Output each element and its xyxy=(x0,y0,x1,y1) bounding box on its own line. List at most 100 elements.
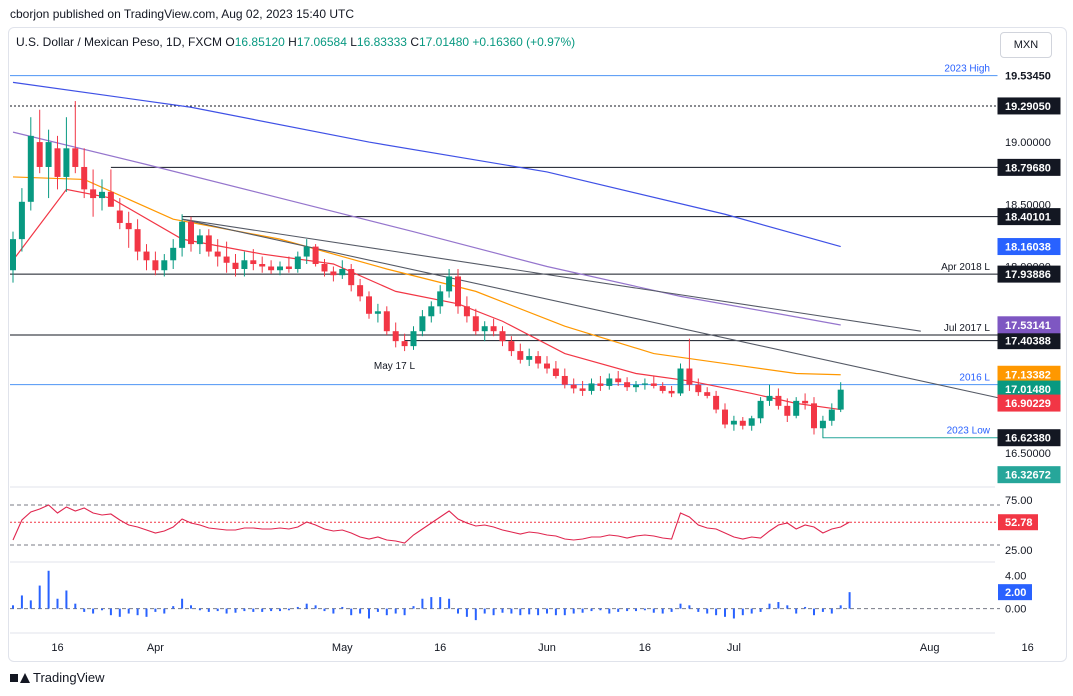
oscillator-bar xyxy=(421,598,424,609)
candle-body xyxy=(561,375,568,385)
tradingview-logo-icon xyxy=(10,672,30,684)
candle-body xyxy=(757,400,764,419)
candle-body xyxy=(455,276,461,307)
candle-body xyxy=(45,142,52,167)
oscillator-value-tag: 2.00 xyxy=(1005,587,1026,599)
oscillator-bar xyxy=(688,605,691,609)
candle-body xyxy=(161,260,168,271)
oscillator-bar xyxy=(20,595,23,609)
oscillator-bar xyxy=(563,608,566,616)
oscillator-bar xyxy=(777,602,780,609)
brand-name: TradingView xyxy=(33,670,105,685)
oscillator-bar xyxy=(243,608,246,612)
oscillator-bar xyxy=(65,590,68,609)
indicator-price-tag: 17.13382 xyxy=(1005,369,1051,381)
candle-body xyxy=(544,363,550,369)
candle-body xyxy=(606,378,613,386)
candle-body xyxy=(205,235,212,252)
indicator-price-tag: 16.32672 xyxy=(1005,470,1051,482)
candle-body xyxy=(268,266,275,271)
currency-button[interactable]: MXN xyxy=(1000,32,1052,58)
oscillator-bar xyxy=(136,608,139,616)
high-value: 17.06584 xyxy=(296,35,347,49)
candle-body xyxy=(597,383,604,386)
level-price-tag: 18.40101 xyxy=(1005,212,1051,224)
candle-body xyxy=(677,368,684,394)
candle-body xyxy=(18,201,25,240)
candle-body xyxy=(641,383,648,385)
candle-body xyxy=(695,384,702,393)
candle-body xyxy=(499,331,506,342)
level-label: Apr 2018 L xyxy=(941,262,990,273)
oscillator-bar xyxy=(47,570,50,609)
candle-body xyxy=(472,316,479,332)
oscillator-bar xyxy=(804,606,807,609)
symbol-name[interactable]: U.S. Dollar / Mexican Peso, 1D, FXCM xyxy=(16,35,223,49)
indicator-price-tag-bg xyxy=(997,238,1061,256)
rsi-line xyxy=(12,504,850,544)
candle-body xyxy=(481,326,488,332)
oscillator-bar xyxy=(768,603,771,609)
candle-body xyxy=(828,409,835,421)
oscillator-bar xyxy=(581,608,584,613)
candle-body xyxy=(659,385,666,391)
candle-body xyxy=(793,400,800,416)
candle-body xyxy=(748,418,755,426)
oscillator-bar xyxy=(385,608,388,616)
oscillator-bar xyxy=(172,606,175,609)
candle-body xyxy=(339,268,346,276)
candle-body xyxy=(837,389,844,410)
candle-body xyxy=(437,291,444,307)
x-tick-label: Jun xyxy=(538,642,556,654)
oscillator-bar xyxy=(83,608,86,612)
candle-body xyxy=(170,247,177,261)
candle-body xyxy=(650,383,657,386)
candle-body xyxy=(303,246,310,257)
oscillator-bar xyxy=(412,606,415,609)
level-price-tag: 19.29050 xyxy=(1005,101,1051,113)
candle-body xyxy=(321,264,328,272)
candle-body xyxy=(819,420,826,429)
x-tick-label: 16 xyxy=(1021,642,1033,654)
candle-body xyxy=(739,420,746,426)
candle-body xyxy=(188,221,194,245)
indicator-price-tag: 16.90229 xyxy=(1005,398,1051,410)
oscillator-bar xyxy=(501,608,504,613)
candle-body xyxy=(196,235,203,245)
candle-body xyxy=(277,266,283,271)
oscillator-bar xyxy=(225,608,228,614)
candle-body xyxy=(704,392,711,396)
oscillator-tick-label: 4.00 xyxy=(1005,571,1026,583)
oscillator-bar xyxy=(403,608,406,616)
oscillator-bar xyxy=(741,608,744,616)
candle-body xyxy=(54,148,61,177)
candle-body xyxy=(508,341,515,352)
candle-body xyxy=(686,368,693,385)
oscillator-bar xyxy=(145,608,148,617)
oscillator-bar xyxy=(296,606,299,609)
oscillator-bar xyxy=(839,605,842,609)
candle-body xyxy=(766,395,773,401)
level-price-tag: 16.62380 xyxy=(1005,433,1051,445)
rsi-tick-label: 25.00 xyxy=(1005,545,1033,557)
oscillator-bar xyxy=(599,608,602,611)
candle-body xyxy=(134,229,141,252)
oscillator-bar xyxy=(154,608,157,612)
chart-legend: U.S. Dollar / Mexican Peso, 1D, FXCM O16… xyxy=(16,35,575,49)
candle-body xyxy=(312,246,319,265)
level-price-tag-bg xyxy=(997,265,1061,283)
indicator-price-tag-bg xyxy=(997,316,1061,334)
oscillator-bar xyxy=(279,608,281,612)
publisher-line: cborjon published on TradingView.com, Au… xyxy=(10,7,355,21)
candle-body xyxy=(63,148,70,177)
oscillator-bar xyxy=(537,608,540,616)
candle-body xyxy=(579,388,586,391)
x-tick-label: 16 xyxy=(434,642,446,654)
candle-body xyxy=(259,264,266,267)
rsi-value-tag: 52.78 xyxy=(1005,517,1033,529)
annotation-label: May 17 L xyxy=(374,361,416,372)
oscillator-bar xyxy=(448,598,451,609)
oscillator-bar xyxy=(376,608,379,612)
candle-body xyxy=(401,341,408,347)
